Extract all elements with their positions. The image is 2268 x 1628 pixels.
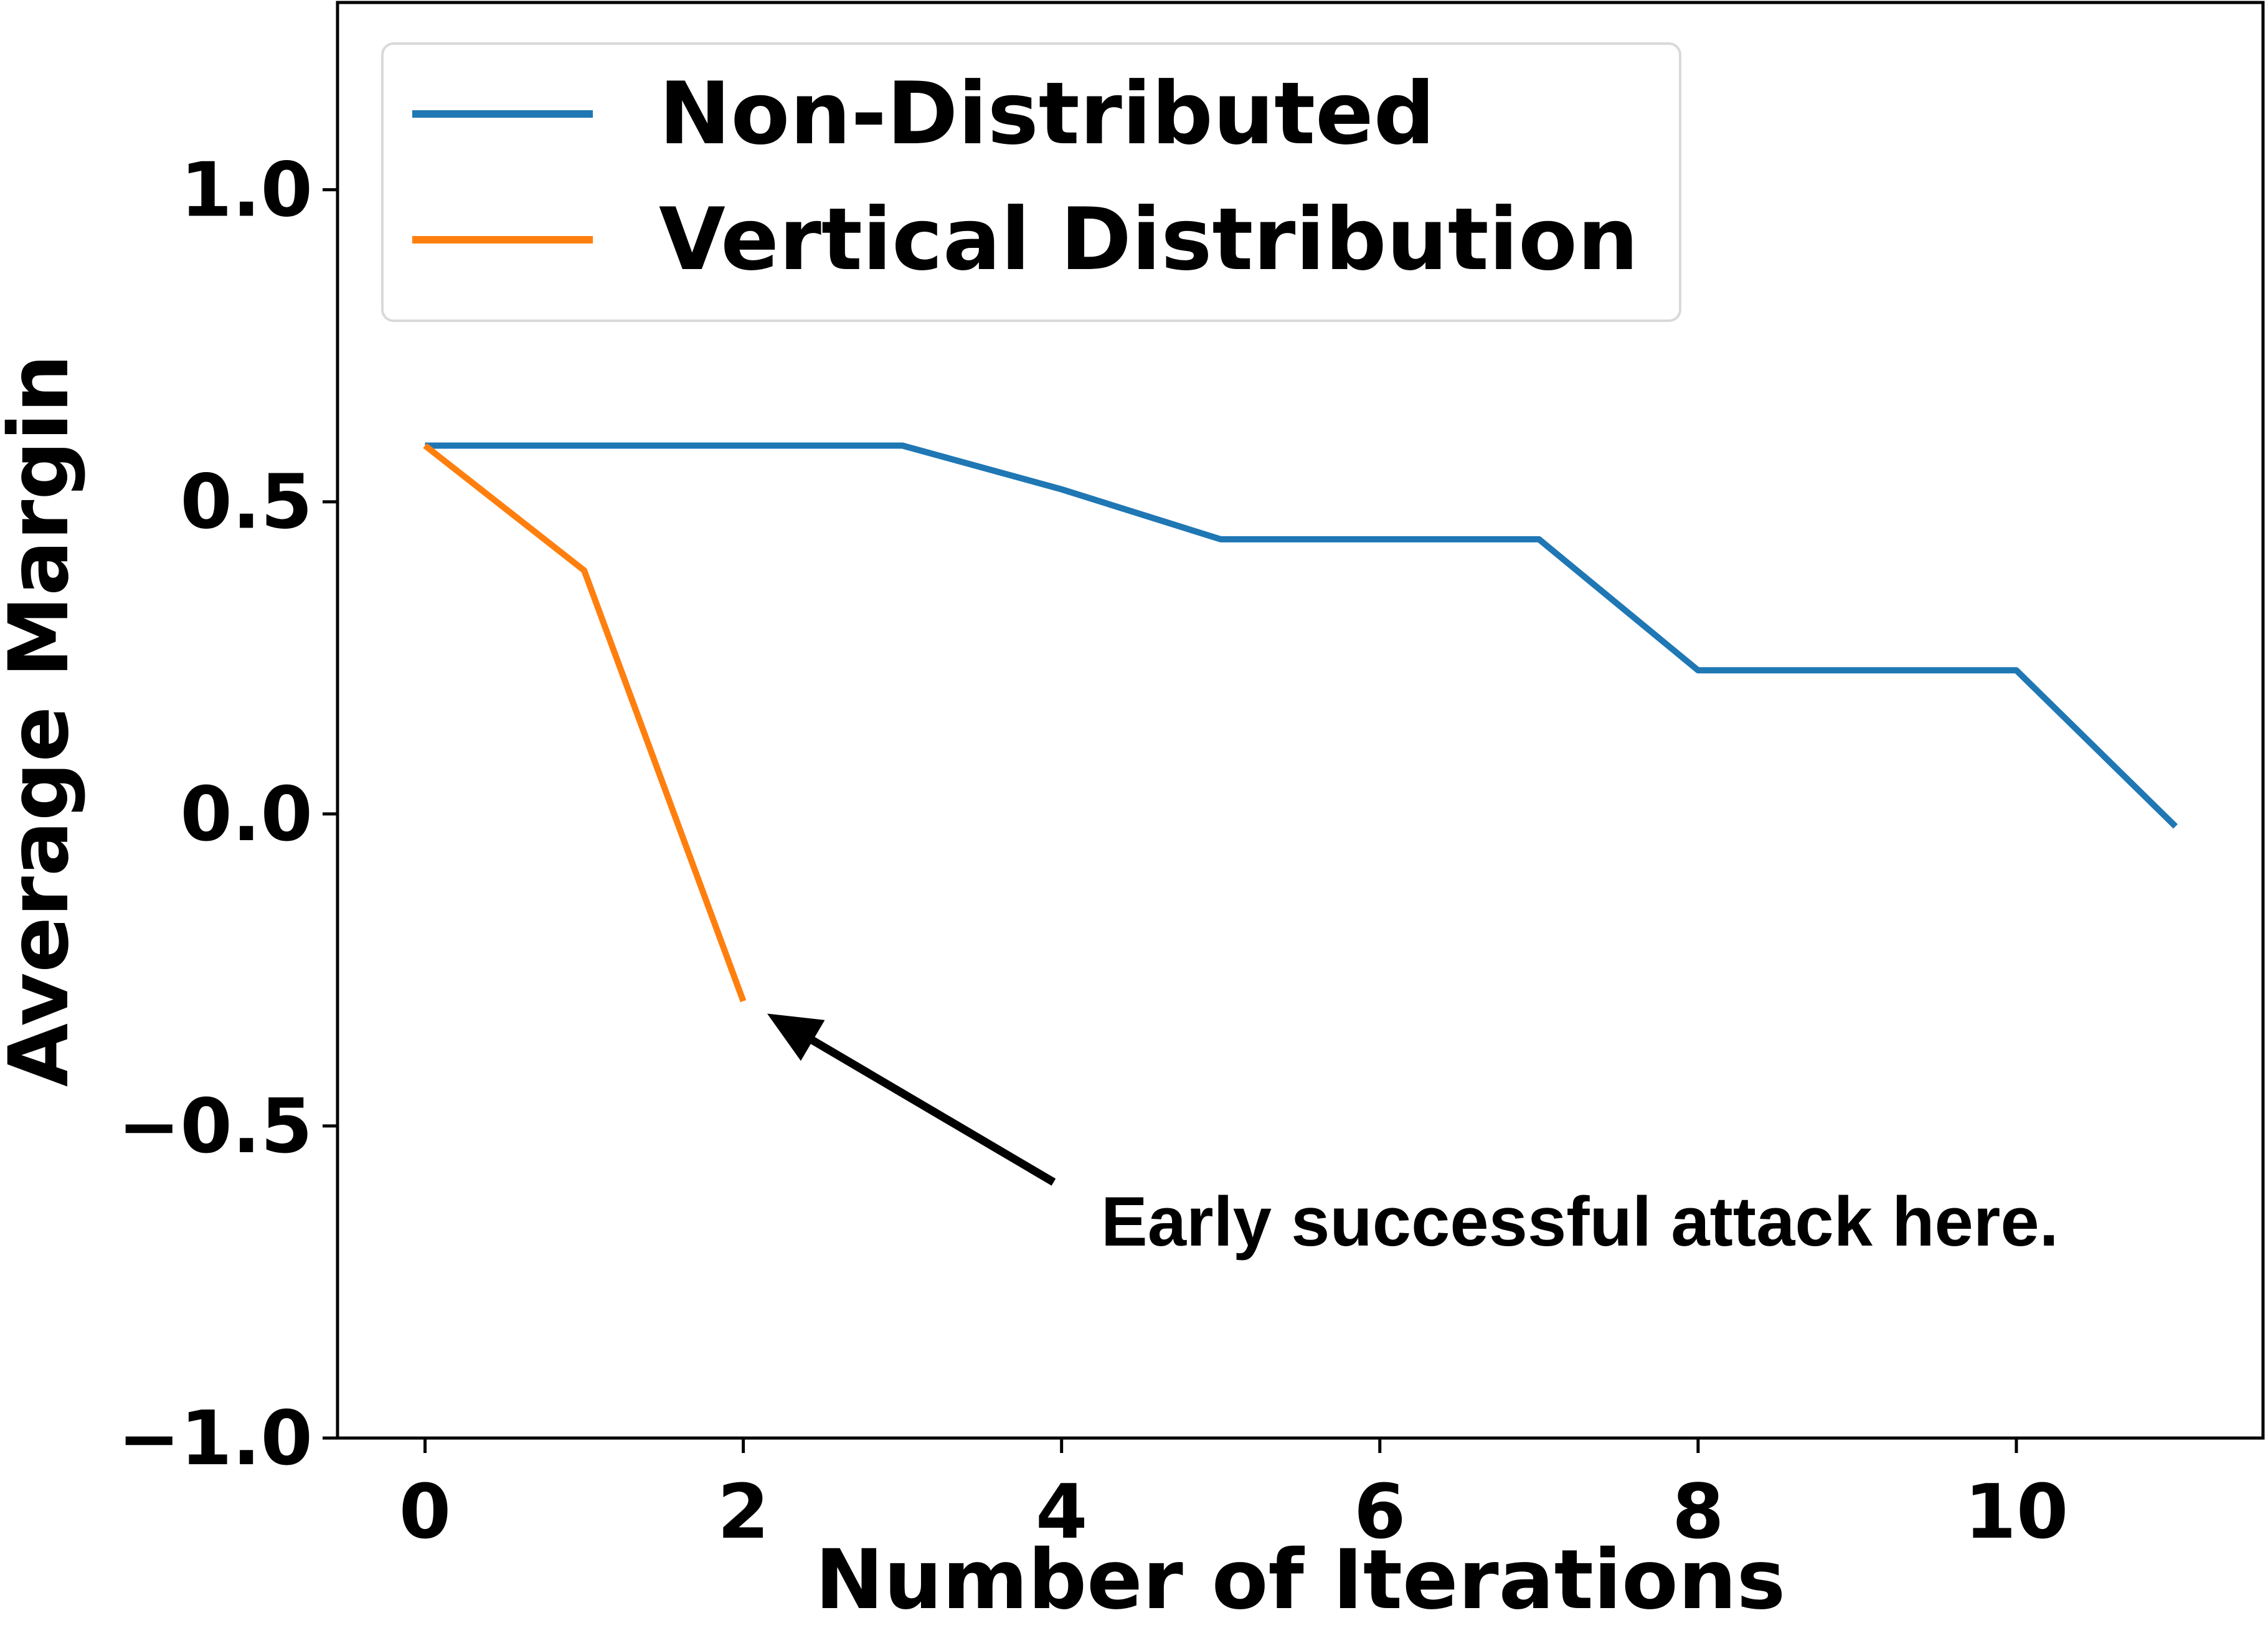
series-line-non-distributed xyxy=(425,442,2178,829)
y-axis-label: Average Margin xyxy=(0,354,87,1087)
legend-label-non-distributed: Non-Distributed xyxy=(659,64,1435,164)
y-tick-label: 0.5 xyxy=(180,460,313,546)
x-tick-label: 0 xyxy=(399,1469,451,1556)
x-tick-label: 2 xyxy=(717,1469,770,1556)
plot-area xyxy=(336,1,2265,1440)
y-tick-label: 1.0 xyxy=(180,148,313,234)
x-tick-label: 8 xyxy=(1672,1469,1724,1556)
x-axis-label: Number of Iterations xyxy=(815,1532,1786,1628)
annotation-arrow-head xyxy=(767,1013,825,1061)
y-tick-label: −0.5 xyxy=(118,1084,313,1170)
annotation-arrow xyxy=(805,1033,1056,1186)
x-tick-label: 6 xyxy=(1354,1469,1406,1556)
legend: Non-Distributed Vertical Distribution xyxy=(381,42,1681,322)
x-tick-label: 4 xyxy=(1036,1469,1088,1556)
annotation-text: Early successful attack here. xyxy=(1101,1183,2059,1261)
y-tick-label: 0.0 xyxy=(180,772,313,858)
x-tick-label: 10 xyxy=(1964,1469,2068,1556)
y-axis: −1.0 −0.5 0.0 0.5 1.0 xyxy=(118,148,338,1482)
axes-frame xyxy=(336,1,2265,1440)
legend-box xyxy=(381,42,1681,322)
series-line-vertical-distribution xyxy=(423,443,747,1003)
x-axis: 0 2 4 6 8 10 xyxy=(399,1438,2068,1556)
legend-label-vertical-distribution: Vertical Distribution xyxy=(659,189,1638,290)
annotation: Early successful attack here. xyxy=(767,1013,2059,1261)
y-tick-label: −1.0 xyxy=(118,1396,313,1482)
